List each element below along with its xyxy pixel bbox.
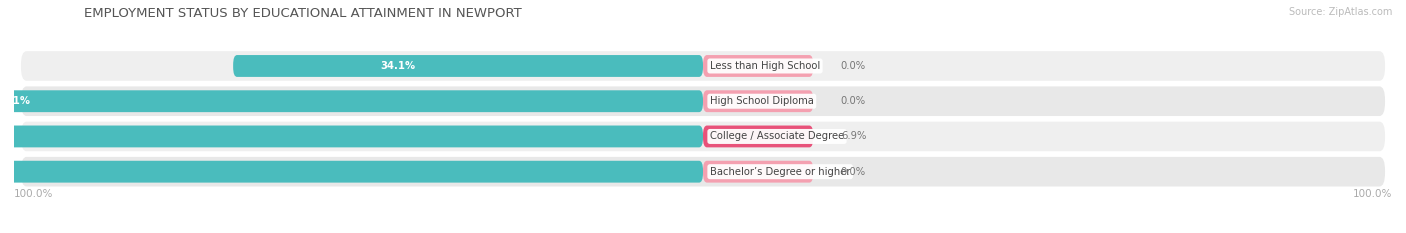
Text: Source: ZipAtlas.com: Source: ZipAtlas.com <box>1288 7 1392 17</box>
Text: 0.0%: 0.0% <box>841 61 866 71</box>
FancyBboxPatch shape <box>0 161 703 183</box>
Text: 6.9%: 6.9% <box>841 131 866 141</box>
Text: High School Diploma: High School Diploma <box>710 96 814 106</box>
FancyBboxPatch shape <box>703 90 813 112</box>
FancyBboxPatch shape <box>703 55 813 77</box>
Text: 34.1%: 34.1% <box>380 61 415 71</box>
Text: 100.0%: 100.0% <box>1353 189 1392 199</box>
FancyBboxPatch shape <box>703 161 813 183</box>
FancyBboxPatch shape <box>21 157 1385 186</box>
FancyBboxPatch shape <box>0 90 703 112</box>
Text: 100.0%: 100.0% <box>14 189 53 199</box>
FancyBboxPatch shape <box>0 126 703 147</box>
Text: 62.1%: 62.1% <box>0 96 30 106</box>
Text: Bachelor’s Degree or higher: Bachelor’s Degree or higher <box>710 167 851 177</box>
Text: 0.0%: 0.0% <box>841 96 866 106</box>
Text: EMPLOYMENT STATUS BY EDUCATIONAL ATTAINMENT IN NEWPORT: EMPLOYMENT STATUS BY EDUCATIONAL ATTAINM… <box>84 7 522 20</box>
Text: 0.0%: 0.0% <box>841 167 866 177</box>
FancyBboxPatch shape <box>233 55 703 77</box>
FancyBboxPatch shape <box>703 126 813 147</box>
FancyBboxPatch shape <box>21 122 1385 151</box>
Text: College / Associate Degree: College / Associate Degree <box>710 131 844 141</box>
FancyBboxPatch shape <box>21 51 1385 81</box>
Text: Less than High School: Less than High School <box>710 61 820 71</box>
FancyBboxPatch shape <box>21 86 1385 116</box>
